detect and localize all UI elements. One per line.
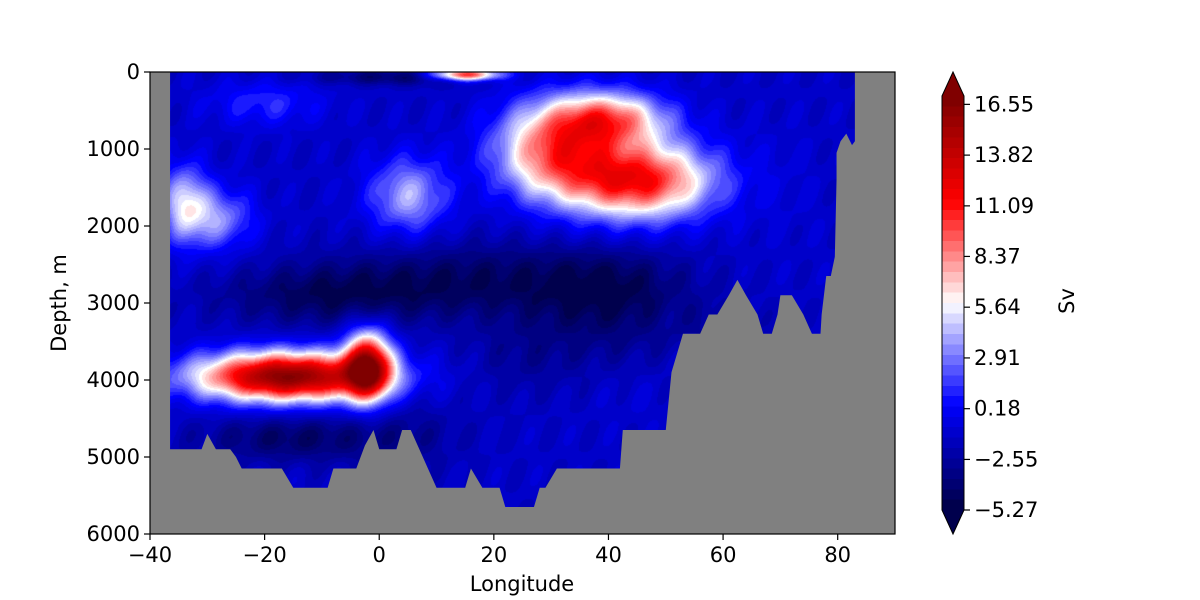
y-tick-label: 4000 <box>87 368 140 392</box>
y-tick-label: 3000 <box>87 291 140 315</box>
colorbar-body <box>942 96 964 510</box>
colorbar-tick-label: 2.91 <box>974 346 1021 370</box>
colorbar-tick-label: −5.27 <box>974 498 1038 522</box>
colorbar-tick-label: 13.82 <box>974 143 1034 167</box>
seafloor-land-mask <box>150 72 895 534</box>
y-axis: 0 1000 2000 3000 4000 5000 6000 <box>87 60 150 546</box>
y-tick-label: 0 <box>127 60 140 84</box>
y-tick-label: 5000 <box>87 445 140 469</box>
colorbar-tick-label: 16.55 <box>974 92 1034 116</box>
colorbar-ticks: −5.27 −2.55 0.18 2.91 5.64 8.37 11.09 13.82 16.5… <box>964 92 1038 522</box>
x-tick-label: 40 <box>595 543 622 567</box>
y-tick-label: 2000 <box>87 214 140 238</box>
y-axis-title: Depth, m <box>47 254 71 352</box>
y-tick-label: 1000 <box>87 137 140 161</box>
x-tick-label: −40 <box>128 543 172 567</box>
colorbar-tick-label: 0.18 <box>974 397 1021 421</box>
colorbar-label: Sv <box>1055 288 1079 314</box>
colorbar-tick-label: −2.55 <box>974 447 1038 471</box>
colorbar: −5.27 −2.55 0.18 2.91 5.64 8.37 11.09 13.82 16.5… <box>941 70 1038 536</box>
x-tick-label: −20 <box>242 543 286 567</box>
x-axis-title: Longitude <box>470 572 574 596</box>
colorbar-extend-max <box>942 72 964 96</box>
x-tick-label: 20 <box>480 543 507 567</box>
plot-area <box>149 71 896 535</box>
x-tick-label: 0 <box>373 543 386 567</box>
colorbar-tick-label: 5.64 <box>974 295 1021 319</box>
x-tick-label: 60 <box>710 543 737 567</box>
colorbar-tick-label: 11.09 <box>974 194 1034 218</box>
x-axis: −40 −20 0 20 40 60 80 <box>128 534 851 567</box>
colorbar-tick-label: 8.37 <box>974 244 1021 268</box>
y-tick-label: 6000 <box>87 522 140 546</box>
colorbar-extend-min <box>942 510 964 534</box>
x-tick-label: 80 <box>824 543 851 567</box>
